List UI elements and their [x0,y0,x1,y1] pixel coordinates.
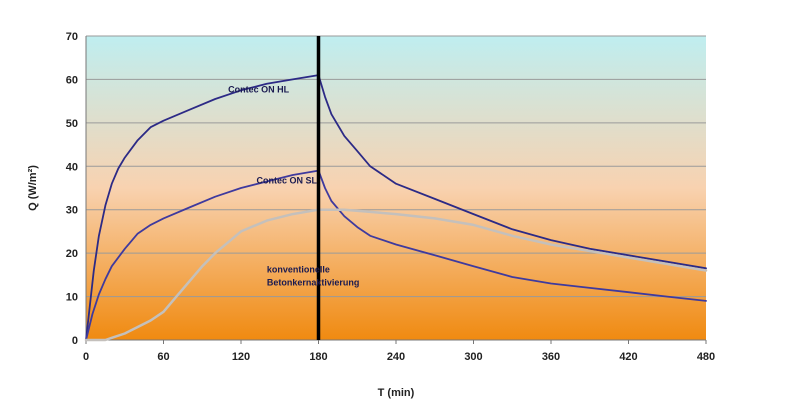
series-line-3 [84,208,708,342]
y-tick-label: 40 [66,161,78,173]
y-tick-label: 60 [66,74,78,86]
x-tick-label: 360 [542,351,560,363]
x-tick-label: 240 [387,351,405,363]
annotation-label: Contec ON SL [257,176,318,186]
gridlines [86,35,706,298]
annotation-label: Betonkernaktivierung [267,278,360,288]
x-tick-label: 0 [83,351,89,363]
annotation-label: Contec ON HL [228,84,290,94]
series-line-1 [85,74,707,341]
annotations: Contec ON HL Contec ON SL konventionelle Be… [228,84,359,287]
x-tick-label: 60 [157,351,169,363]
y-axis-title: Q (W/m²) [27,165,39,211]
y-tick-label: 30 [66,205,78,217]
y-tick-label: 10 [66,292,78,304]
y-tick-label: 20 [66,248,78,260]
x-tick-label: 420 [619,351,637,363]
x-tick-label: 120 [232,351,250,363]
x-tick-label: 480 [697,351,715,363]
annotation-label: konventionelle [267,265,330,275]
y-tick-label: 50 [66,118,78,130]
x-axis-title: T (min) [378,387,415,399]
x-tick-label: 180 [309,351,327,363]
x-tick-label: 300 [464,351,482,363]
y-tick-label: 0 [72,335,78,347]
tick-labels: 0 10 20 30 40 50 60 70 0 60 120 180 240 300 360 420 480 [66,31,715,363]
y-tick-label: 70 [66,31,78,43]
